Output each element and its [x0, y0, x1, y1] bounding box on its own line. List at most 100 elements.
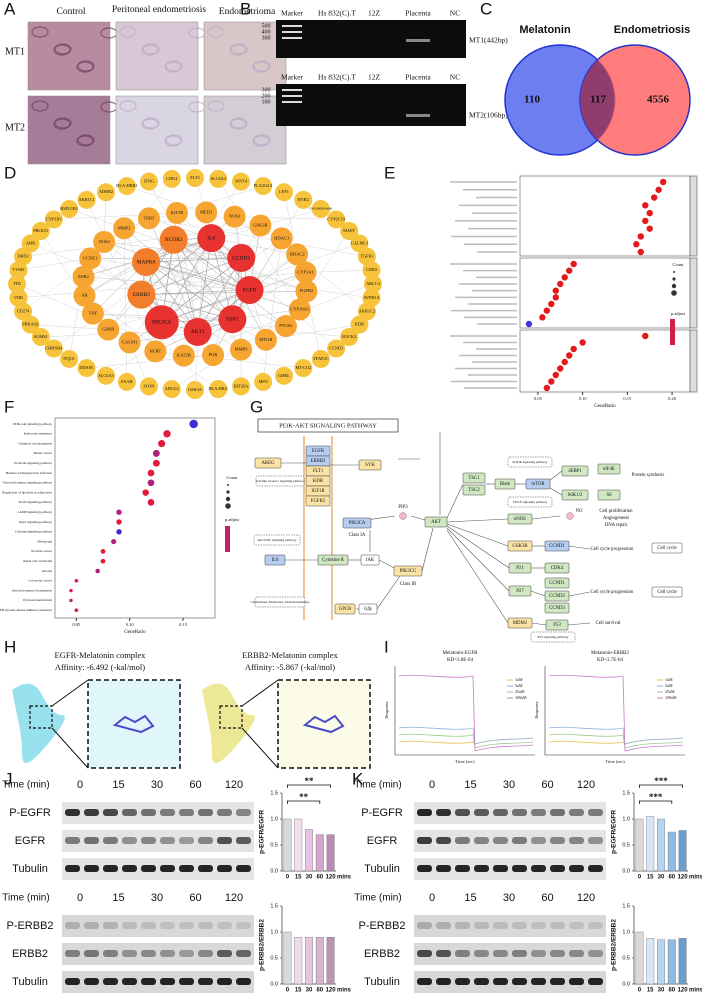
network-node — [144, 305, 179, 340]
blot-band — [493, 922, 508, 929]
network-node — [97, 183, 115, 202]
blot-band — [122, 809, 137, 816]
blot-band — [455, 922, 470, 929]
time-label: Time (min) — [2, 780, 49, 791]
node-label: GHSR — [102, 327, 114, 332]
network-node — [97, 318, 120, 341]
blot-strip — [62, 830, 254, 852]
pathway-node-label: S6K1/2 — [568, 493, 583, 498]
y-tick-label: 0.5 — [270, 955, 278, 961]
node-label: GHRL — [278, 373, 290, 378]
network-node — [117, 177, 136, 196]
blot-strip — [414, 858, 606, 880]
blot-band — [179, 809, 194, 816]
blot-band — [122, 837, 137, 844]
tissue-texture — [253, 134, 271, 146]
tissue-texture — [229, 118, 247, 130]
pathway-node-label: Gβγ — [364, 607, 373, 612]
network-node — [235, 276, 264, 305]
network-node — [31, 222, 50, 240]
sensorgram — [548, 674, 684, 752]
time-point: 30 — [151, 892, 163, 904]
pathway-node-label: MDM2 — [513, 621, 528, 626]
blot-band — [217, 922, 232, 929]
blot-band — [569, 809, 584, 816]
node-label: CALM1 — [122, 339, 137, 344]
blot-band — [531, 809, 546, 816]
gene-box — [544, 602, 570, 614]
blot-band — [103, 950, 118, 957]
blot-strip — [414, 830, 606, 852]
pathway-label: FoxO signaling pathway — [19, 500, 53, 504]
dot — [566, 267, 573, 274]
pathway-node-label: DNA repair — [605, 523, 628, 528]
significance-bracket — [639, 800, 673, 804]
tissue-texture — [207, 26, 225, 38]
bar — [646, 816, 655, 872]
blot-band — [179, 865, 194, 872]
edge — [211, 237, 298, 255]
dot — [642, 332, 649, 340]
network-node — [275, 183, 293, 202]
column-label: Control — [56, 7, 85, 17]
node-label: PIK3CG — [33, 228, 48, 233]
y-tick-label: 0.0 — [270, 868, 278, 874]
axes — [544, 666, 685, 756]
gene-box — [358, 459, 382, 471]
venn-overlap — [580, 60, 615, 140]
blot-band — [179, 837, 194, 844]
zoom-line — [241, 679, 279, 707]
pathway-node-label: CCND1 — [549, 544, 565, 549]
panel-letter: K — [352, 769, 364, 788]
network-node — [14, 247, 33, 266]
blot-band — [141, 922, 156, 929]
y-tick-label: 1.5 — [622, 903, 630, 909]
protein-label: P-EGFR — [361, 807, 403, 819]
blot-band — [217, 837, 232, 844]
legend-dot — [672, 277, 676, 281]
edge — [69, 208, 307, 292]
blot-band — [103, 865, 118, 872]
x-tick-label: 30 — [306, 988, 313, 994]
bar — [305, 829, 313, 872]
blot-band — [436, 950, 451, 957]
network-node — [137, 207, 160, 230]
tissue-texture — [229, 44, 247, 56]
dot — [525, 320, 533, 328]
marker-band — [282, 101, 302, 103]
edge — [145, 261, 287, 327]
network-node — [165, 201, 188, 224]
blot-band — [455, 837, 470, 844]
pathway-node-label: CDK4 — [551, 566, 564, 571]
dot — [147, 499, 155, 506]
edge — [161, 238, 282, 323]
blot-band — [417, 837, 432, 844]
y-tick-label: 0.5 — [622, 842, 630, 848]
pathway-label: Steroid hormone biosynthesis — [12, 588, 53, 592]
pathway-label: Regulation of lipolysis in adipocytes — [2, 490, 52, 494]
blot-band — [569, 950, 584, 957]
node-label: HDAC2 — [290, 251, 305, 256]
node-label: MT-CO2 — [296, 365, 312, 370]
edge — [173, 239, 198, 333]
edge — [265, 324, 360, 340]
gene-box — [507, 617, 533, 629]
sample-band — [406, 114, 430, 117]
x-tick-label: 60 — [668, 875, 675, 881]
node-label: FAAH — [121, 379, 132, 384]
network-node — [294, 261, 317, 284]
blot-band — [217, 978, 232, 985]
edge — [18, 272, 306, 299]
blot-band — [65, 922, 80, 929]
sensorgram — [398, 674, 534, 752]
legend-dot — [673, 271, 675, 273]
complex-name: EGFR-Melatonin complex — [55, 650, 147, 660]
tissue-texture — [54, 43, 72, 55]
dot — [548, 378, 555, 385]
blot-band — [569, 837, 584, 844]
node-label: AVPR1A — [363, 295, 380, 300]
blot-band — [436, 809, 451, 816]
network-node — [230, 338, 253, 361]
node-label: PRKAQ1 — [22, 322, 39, 327]
y-tick-label: 1.0 — [270, 929, 278, 935]
